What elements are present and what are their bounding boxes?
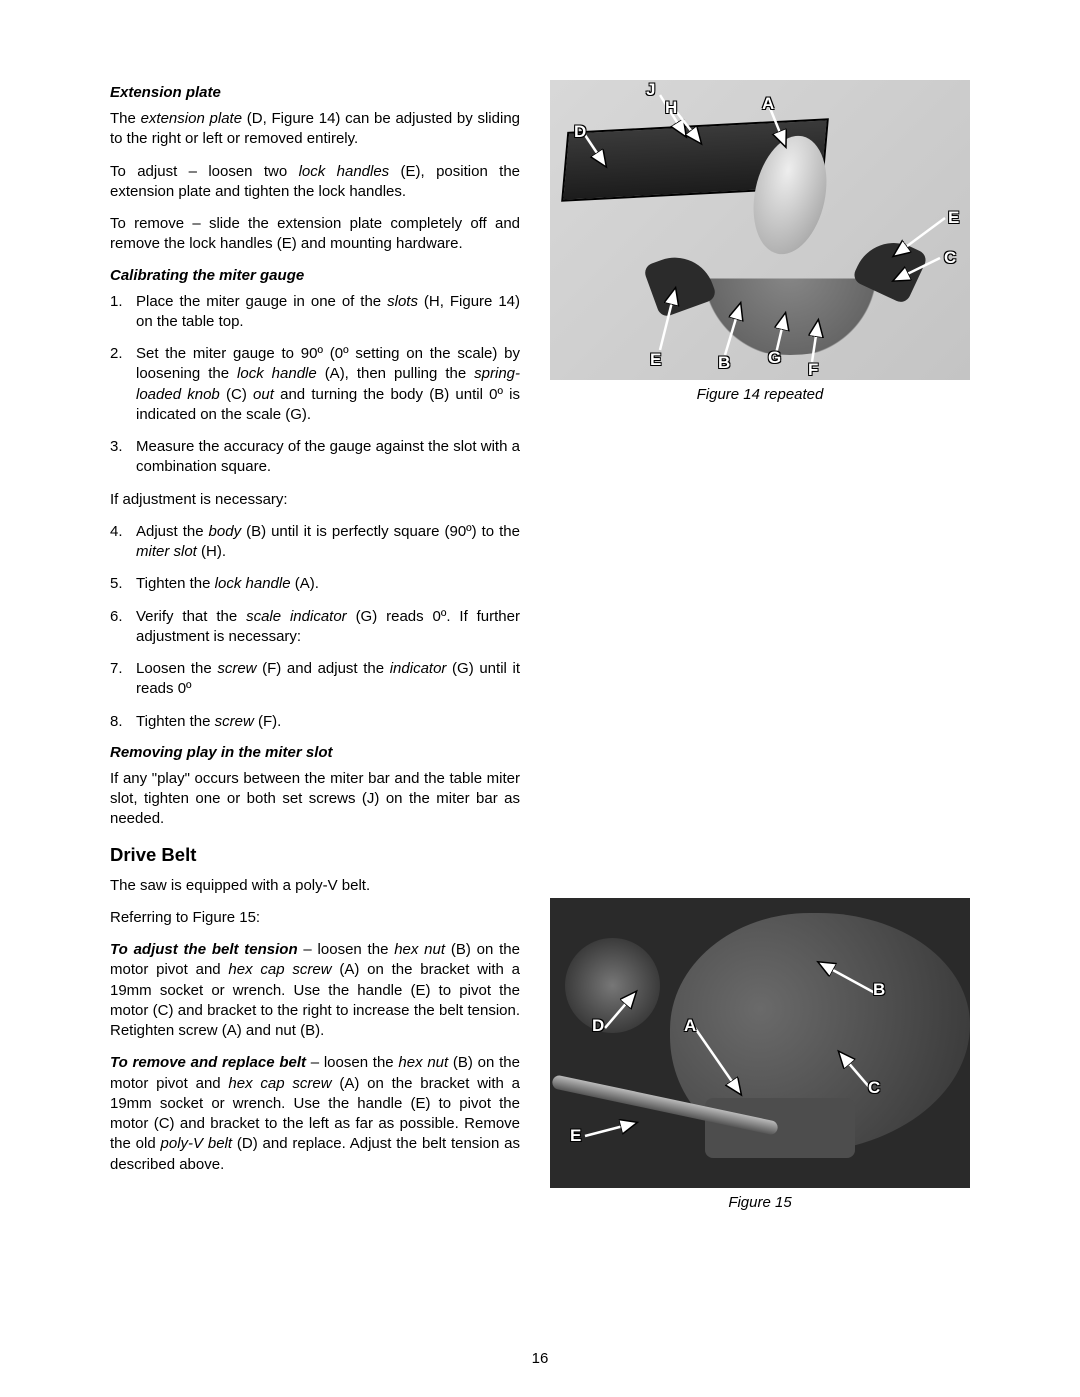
t: lock handle — [215, 575, 291, 592]
t: indicator — [390, 660, 447, 677]
t: (F) and adjust the — [257, 660, 390, 677]
fig15-bracket — [705, 1098, 855, 1158]
li-2: 2.Set the miter gauge to 90º (0º setting… — [110, 344, 520, 425]
page-container: Extension plate The extension plate (D, … — [0, 0, 1080, 1251]
t: (A), then pulling the — [317, 365, 474, 382]
para-belt-4: To remove and replace belt – loosen the … — [110, 1053, 520, 1175]
fig15-pulley — [565, 938, 660, 1033]
para-cal-mid: If adjustment is necessary: — [110, 490, 520, 510]
t: To remove and replace belt — [110, 1054, 306, 1071]
right-column: J H A D E C E B G F Figure 14 repeated — [550, 80, 970, 1211]
fig15-label-B: B — [873, 980, 885, 1000]
t: out — [253, 386, 274, 403]
t: screw — [217, 660, 256, 677]
li-6: 6.Verify that the scale indicator (G) re… — [110, 607, 520, 648]
heading-calibrating: Calibrating the miter gauge — [110, 267, 520, 284]
t: slots — [387, 293, 418, 310]
t: hex cap screw — [228, 961, 331, 978]
t: (A). — [291, 575, 319, 592]
para-ext-3: To remove – slide the extension plate co… — [110, 214, 520, 255]
n: 5. — [110, 574, 123, 594]
fig14-label-D: D — [574, 122, 586, 142]
n: 6. — [110, 607, 123, 627]
t: (C) — [220, 386, 253, 403]
t: screw — [215, 713, 254, 730]
t: hex cap screw — [228, 1075, 331, 1092]
t: To adjust the belt tension — [110, 941, 298, 958]
fig14-label-E-left: E — [650, 350, 661, 370]
t: – loosen the — [306, 1054, 398, 1071]
t: The — [110, 110, 141, 127]
para-ext-2: To adjust – loosen two lock handles (E),… — [110, 162, 520, 203]
fig14-label-J: J — [646, 80, 655, 100]
t: extension plate — [141, 110, 242, 127]
figure-15-caption: Figure 15 — [550, 1194, 970, 1211]
fig14-label-C: C — [944, 248, 956, 268]
t: hex nut — [394, 941, 445, 958]
t: Tighten the — [136, 713, 215, 730]
t: lock handles — [299, 163, 390, 180]
figure-15: A B C D E — [550, 898, 970, 1188]
t: (F). — [254, 713, 282, 730]
t: scale indicator — [246, 608, 347, 625]
left-column: Extension plate The extension plate (D, … — [110, 80, 520, 1211]
li-3: 3. Measure the accuracy of the gauge agai… — [110, 437, 520, 478]
n: 7. — [110, 659, 123, 679]
t: Measure the accuracy of the gauge agains… — [136, 438, 520, 475]
page-number: 16 — [0, 1350, 1080, 1367]
n: 3. — [110, 437, 123, 457]
t: Tighten the — [136, 575, 215, 592]
para-belt-1: The saw is equipped with a poly-V belt. — [110, 876, 520, 896]
li-1: 1. Place the miter gauge in one of the sl… — [110, 292, 520, 333]
para-ext-1: The extension plate (D, Figure 14) can b… — [110, 109, 520, 150]
fig14-label-F: F — [808, 360, 818, 380]
t: miter slot — [136, 543, 197, 560]
t: Place the miter gauge in one of the — [136, 293, 387, 310]
list-cal-1: 1. Place the miter gauge in one of the sl… — [110, 292, 520, 478]
t: To adjust – loosen two — [110, 163, 299, 180]
t: body — [209, 523, 242, 540]
t: Adjust the — [136, 523, 209, 540]
heading-drive-belt: Drive Belt — [110, 844, 520, 866]
t: (H). — [197, 543, 226, 560]
li-5: 5. Tighten the lock handle (A). — [110, 574, 520, 594]
para-belt-2: Referring to Figure 15: — [110, 908, 520, 928]
n: 2. — [110, 344, 123, 364]
heading-extension-plate: Extension plate — [110, 84, 520, 101]
fig14-label-B: B — [718, 353, 730, 373]
fig15-label-A: A — [684, 1016, 696, 1036]
fig14-label-E-right: E — [948, 208, 959, 228]
heading-play: Removing play in the miter slot — [110, 744, 520, 761]
para-play: If any "play" occurs between the miter b… — [110, 769, 520, 830]
li-8: 8. Tighten the screw (F). — [110, 712, 520, 732]
li-7: 7. Loosen the screw (F) and adjust the in… — [110, 659, 520, 700]
t: – loosen the — [298, 941, 395, 958]
n: 4. — [110, 522, 123, 542]
fig14-label-A: A — [762, 94, 774, 114]
li-4: 4. Adjust the body (B) until it is perfec… — [110, 522, 520, 563]
para-belt-3: To adjust the belt tension – loosen the … — [110, 940, 520, 1041]
t: lock handle — [237, 365, 317, 382]
t: Verify that the — [136, 608, 246, 625]
fig14-label-G: G — [768, 348, 781, 368]
t: poly-V belt — [161, 1135, 233, 1152]
t: (B) until it is perfectly square (90º) t… — [241, 523, 520, 540]
fig15-label-C: C — [868, 1078, 880, 1098]
n: 1. — [110, 292, 123, 312]
fig14-label-H: H — [665, 98, 677, 118]
t: Loosen the — [136, 660, 217, 677]
list-cal-2: 4. Adjust the body (B) until it is perfec… — [110, 522, 520, 732]
fig15-label-D: D — [592, 1016, 604, 1036]
fig15-label-E: E — [570, 1126, 581, 1146]
figure-14-caption: Figure 14 repeated — [550, 386, 970, 403]
figure-14: J H A D E C E B G F — [550, 80, 970, 380]
n: 8. — [110, 712, 123, 732]
t: hex nut — [398, 1054, 448, 1071]
